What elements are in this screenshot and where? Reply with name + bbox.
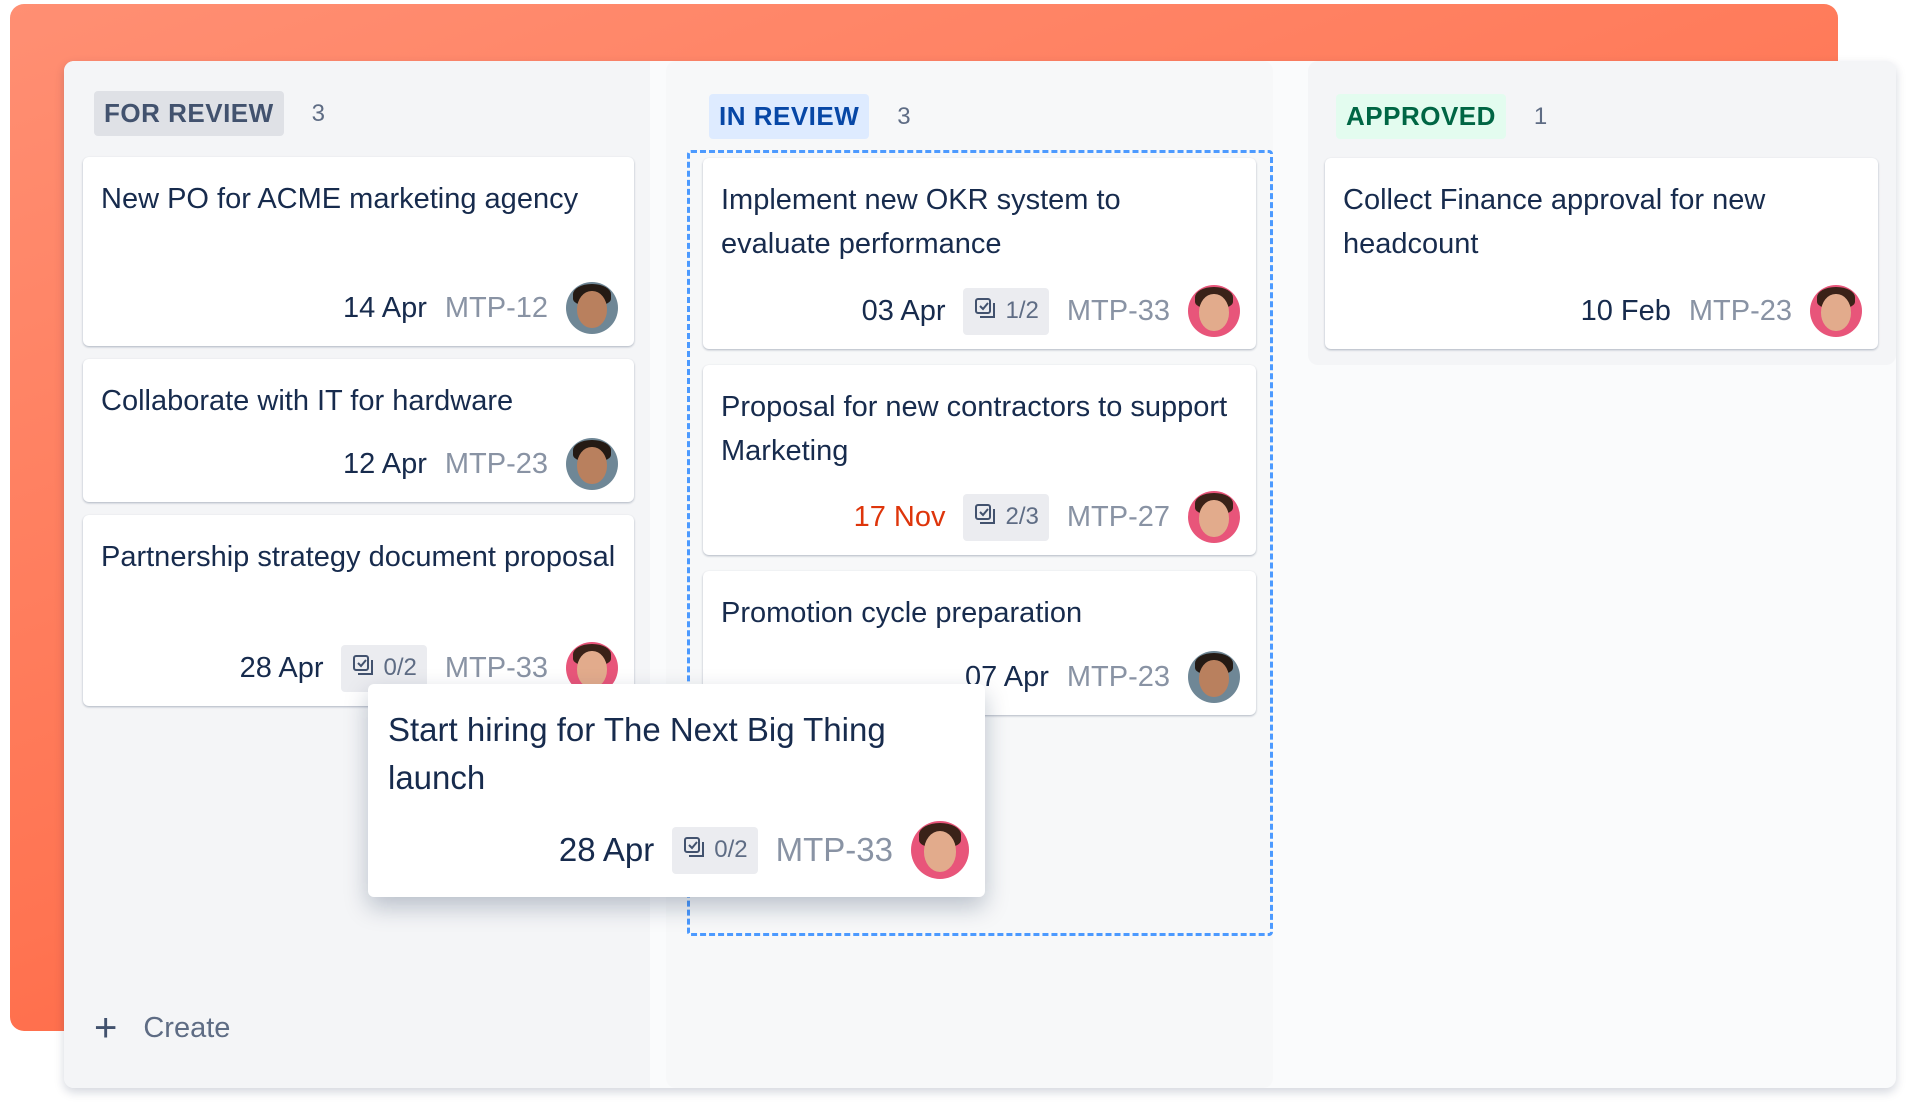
checklist-progress: 2/3 xyxy=(1005,503,1039,530)
issue-key[interactable]: MTP-12 xyxy=(444,291,548,324)
woman-avatar[interactable] xyxy=(1188,491,1240,543)
woman-avatar[interactable] xyxy=(911,821,969,879)
checklist-icon xyxy=(973,296,997,327)
issue-card[interactable]: Partnership strategy document proposal 2… xyxy=(83,515,634,706)
issue-key[interactable]: MTP-23 xyxy=(444,447,548,480)
column-count: 3 xyxy=(897,102,911,130)
create-button[interactable]: + Create xyxy=(94,1008,230,1048)
column-title: IN REVIEW xyxy=(709,94,870,139)
issue-key[interactable]: MTP-33 xyxy=(444,651,548,684)
due-date: 14 Apr xyxy=(343,291,427,324)
due-date: 28 Apr xyxy=(239,651,324,684)
card-footer: 17 Nov 2/3 MTP-27 xyxy=(854,491,1240,543)
due-date: 17 Nov xyxy=(853,500,946,533)
checklist-badge: 1/2 xyxy=(963,287,1049,335)
card-title: Implement new OKR system to evaluate per… xyxy=(721,184,1121,260)
card-title: Start hiring for The Next Big Thing laun… xyxy=(388,711,886,796)
due-date: 28 Apr xyxy=(558,831,655,868)
card-title: Collect Finance approval for new headcou… xyxy=(1343,184,1766,260)
card-footer: 14 Apr MTP-12 xyxy=(343,282,618,334)
column-header-for-review: FOR REVIEW 3 xyxy=(94,91,325,136)
due-date: 03 Apr xyxy=(861,294,946,327)
checklist-icon xyxy=(973,502,997,533)
card-title: Promotion cycle preparation xyxy=(721,597,1083,629)
card-footer: 03 Apr 1/2 MTP-33 xyxy=(862,285,1240,337)
card-title: Collaborate with IT for hardware xyxy=(101,385,514,417)
column-header-in-review: IN REVIEW 3 xyxy=(709,94,911,139)
woman-avatar[interactable] xyxy=(1810,285,1862,337)
column-header-approved: APPROVED 1 xyxy=(1336,94,1547,139)
issue-card[interactable]: Collect Finance approval for new headcou… xyxy=(1325,158,1878,349)
card-title: Partnership strategy document proposal xyxy=(101,541,616,573)
card-footer: 10 Feb MTP-23 xyxy=(1581,285,1862,337)
column-title: APPROVED xyxy=(1336,94,1506,139)
checklist-icon xyxy=(351,653,375,684)
card-title: Proposal for new contractors to support … xyxy=(721,391,1228,467)
issue-key[interactable]: MTP-33 xyxy=(1066,294,1170,327)
plus-icon: + xyxy=(94,1006,118,1050)
card-footer: 28 Apr 0/2 MTP-33 xyxy=(559,821,969,879)
checklist-icon xyxy=(682,835,706,866)
create-label: Create xyxy=(143,1011,231,1044)
issue-card[interactable]: Proposal for new contractors to support … xyxy=(703,365,1256,555)
issue-card[interactable]: New PO for ACME marketing agency 14 Apr … xyxy=(83,157,634,346)
woman-avatar[interactable] xyxy=(1188,285,1240,337)
card-footer: 12 Apr MTP-23 xyxy=(343,438,618,490)
checklist-badge: 2/3 xyxy=(963,493,1049,541)
man-avatar[interactable] xyxy=(566,438,618,490)
column-count: 1 xyxy=(1533,102,1548,130)
issue-key[interactable]: MTP-23 xyxy=(1066,660,1170,693)
checklist-badge: 0/2 xyxy=(341,644,427,692)
man-avatar[interactable] xyxy=(1188,651,1240,703)
checklist-progress: 0/2 xyxy=(714,836,748,863)
column-count: 3 xyxy=(311,99,326,127)
issue-card[interactable]: Collaborate with IT for hardware 12 Apr … xyxy=(83,359,634,502)
issue-card[interactable]: Implement new OKR system to evaluate per… xyxy=(703,158,1256,349)
issue-key[interactable]: MTP-33 xyxy=(775,831,893,868)
issue-key[interactable]: MTP-27 xyxy=(1066,500,1170,533)
dragging-issue-card[interactable]: Start hiring for The Next Big Thing laun… xyxy=(368,684,985,897)
drop-zone xyxy=(687,150,1273,936)
card-footer: 07 Apr MTP-23 xyxy=(965,651,1240,703)
checklist-badge: 0/2 xyxy=(672,826,758,874)
man-avatar[interactable] xyxy=(566,282,618,334)
column-title: FOR REVIEW xyxy=(94,91,284,136)
due-date: 12 Apr xyxy=(343,447,427,480)
checklist-progress: 0/2 xyxy=(383,654,417,681)
checklist-progress: 1/2 xyxy=(1005,297,1039,324)
card-title: New PO for ACME marketing agency xyxy=(101,183,579,215)
card-footer: 28 Apr 0/2 MTP-33 xyxy=(240,642,618,694)
due-date: 10 Feb xyxy=(1580,294,1671,327)
issue-key[interactable]: MTP-23 xyxy=(1688,294,1792,327)
